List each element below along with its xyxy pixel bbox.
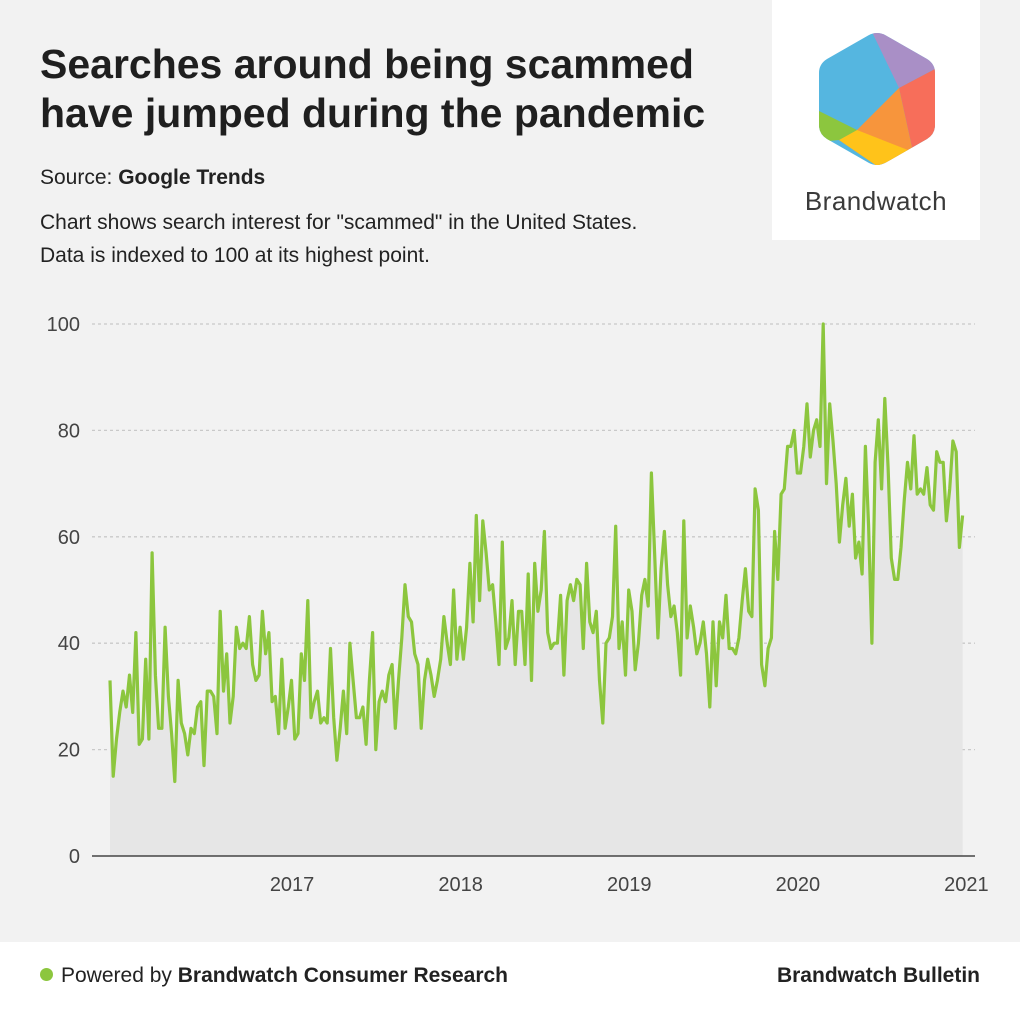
source-line: Source: Google Trends [40,166,265,190]
footer-bar: Powered by Brandwatch Consumer Research … [0,942,1020,1020]
brandwatch-logo: Brandwatch [772,0,980,240]
x-tick-label-2018: 2018 [438,874,483,896]
bulletin-label: Brandwatch Bulletin [776,964,980,987]
series-line [108,322,965,784]
page-title: Searches around being scammed have jumpe… [40,40,740,138]
y-tick-labels: 0 20 40 60 80 100 [47,314,80,868]
y-tick-label-0: 0 [69,846,80,868]
brandwatch-hexagon-icon [819,33,935,165]
source-prefix: Source: [40,166,119,189]
x-tick-label-2020: 2020 [776,874,821,896]
powered-prefix: Powered by [61,964,178,987]
x-tick-label-2019: 2019 [607,874,652,896]
title-line-2: have jumped during the pandemic [40,90,706,136]
powered-name: Brandwatch Consumer Research [177,964,509,987]
x-tick-labels: 2017 2018 2019 2020 2021 [270,874,989,896]
line-chart: 0 20 40 60 80 100 2017 2018 2019 2020 2021 [47,314,989,896]
source-name: Google Trends [118,166,266,189]
y-tick-label-40: 40 [58,633,80,655]
brandwatch-wordmark: Brandwatch [804,186,948,216]
y-tick-label-20: 20 [58,740,80,762]
description-line-2: Data is indexed to 100 at its highest po… [40,244,430,267]
x-tick-label-2017: 2017 [270,874,315,896]
x-tick-label-2021: 2021 [944,874,989,896]
y-tick-label-60: 60 [58,527,80,549]
y-tick-label-80: 80 [58,420,80,442]
chart-description: Chart shows search interest for "scammed… [40,206,760,272]
y-tick-label-100: 100 [47,314,80,336]
green-dot-icon [40,968,53,981]
powered-by: Powered by Brandwatch Consumer Research [40,964,508,988]
title-line-1: Searches around being scammed [40,41,694,87]
description-line-1: Chart shows search interest for "scammed… [40,211,638,234]
